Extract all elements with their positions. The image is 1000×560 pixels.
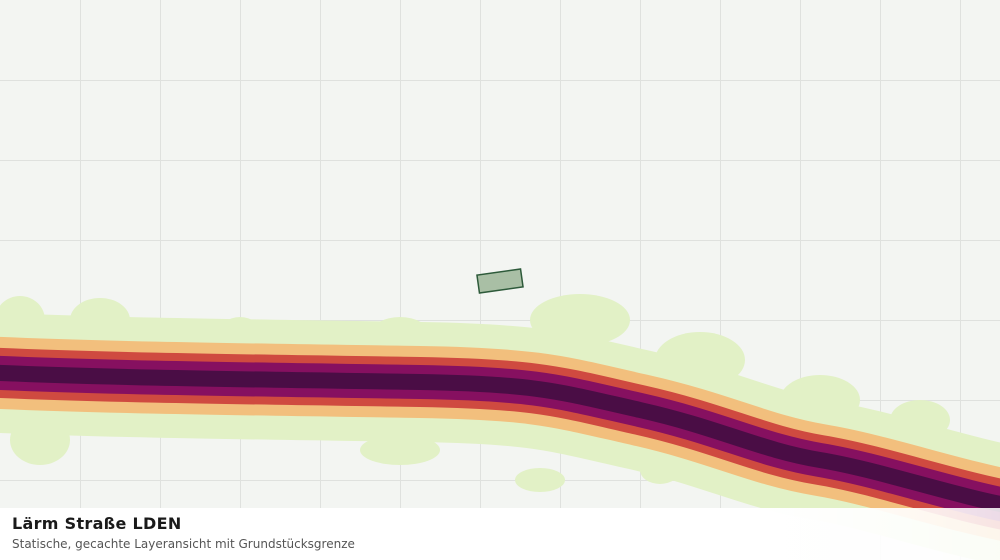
- layer-subtitle: Statische, gecachte Layeransicht mit Gru…: [12, 537, 355, 551]
- info-panel: Lärm Straße LDEN Statische, gecachte Lay…: [0, 508, 1000, 560]
- band-max: [0, 364, 1000, 513]
- parcel-boundary[interactable]: [476, 268, 524, 294]
- layer-title: Lärm Straße LDEN: [12, 514, 182, 533]
- noise-bands: [0, 294, 1000, 560]
